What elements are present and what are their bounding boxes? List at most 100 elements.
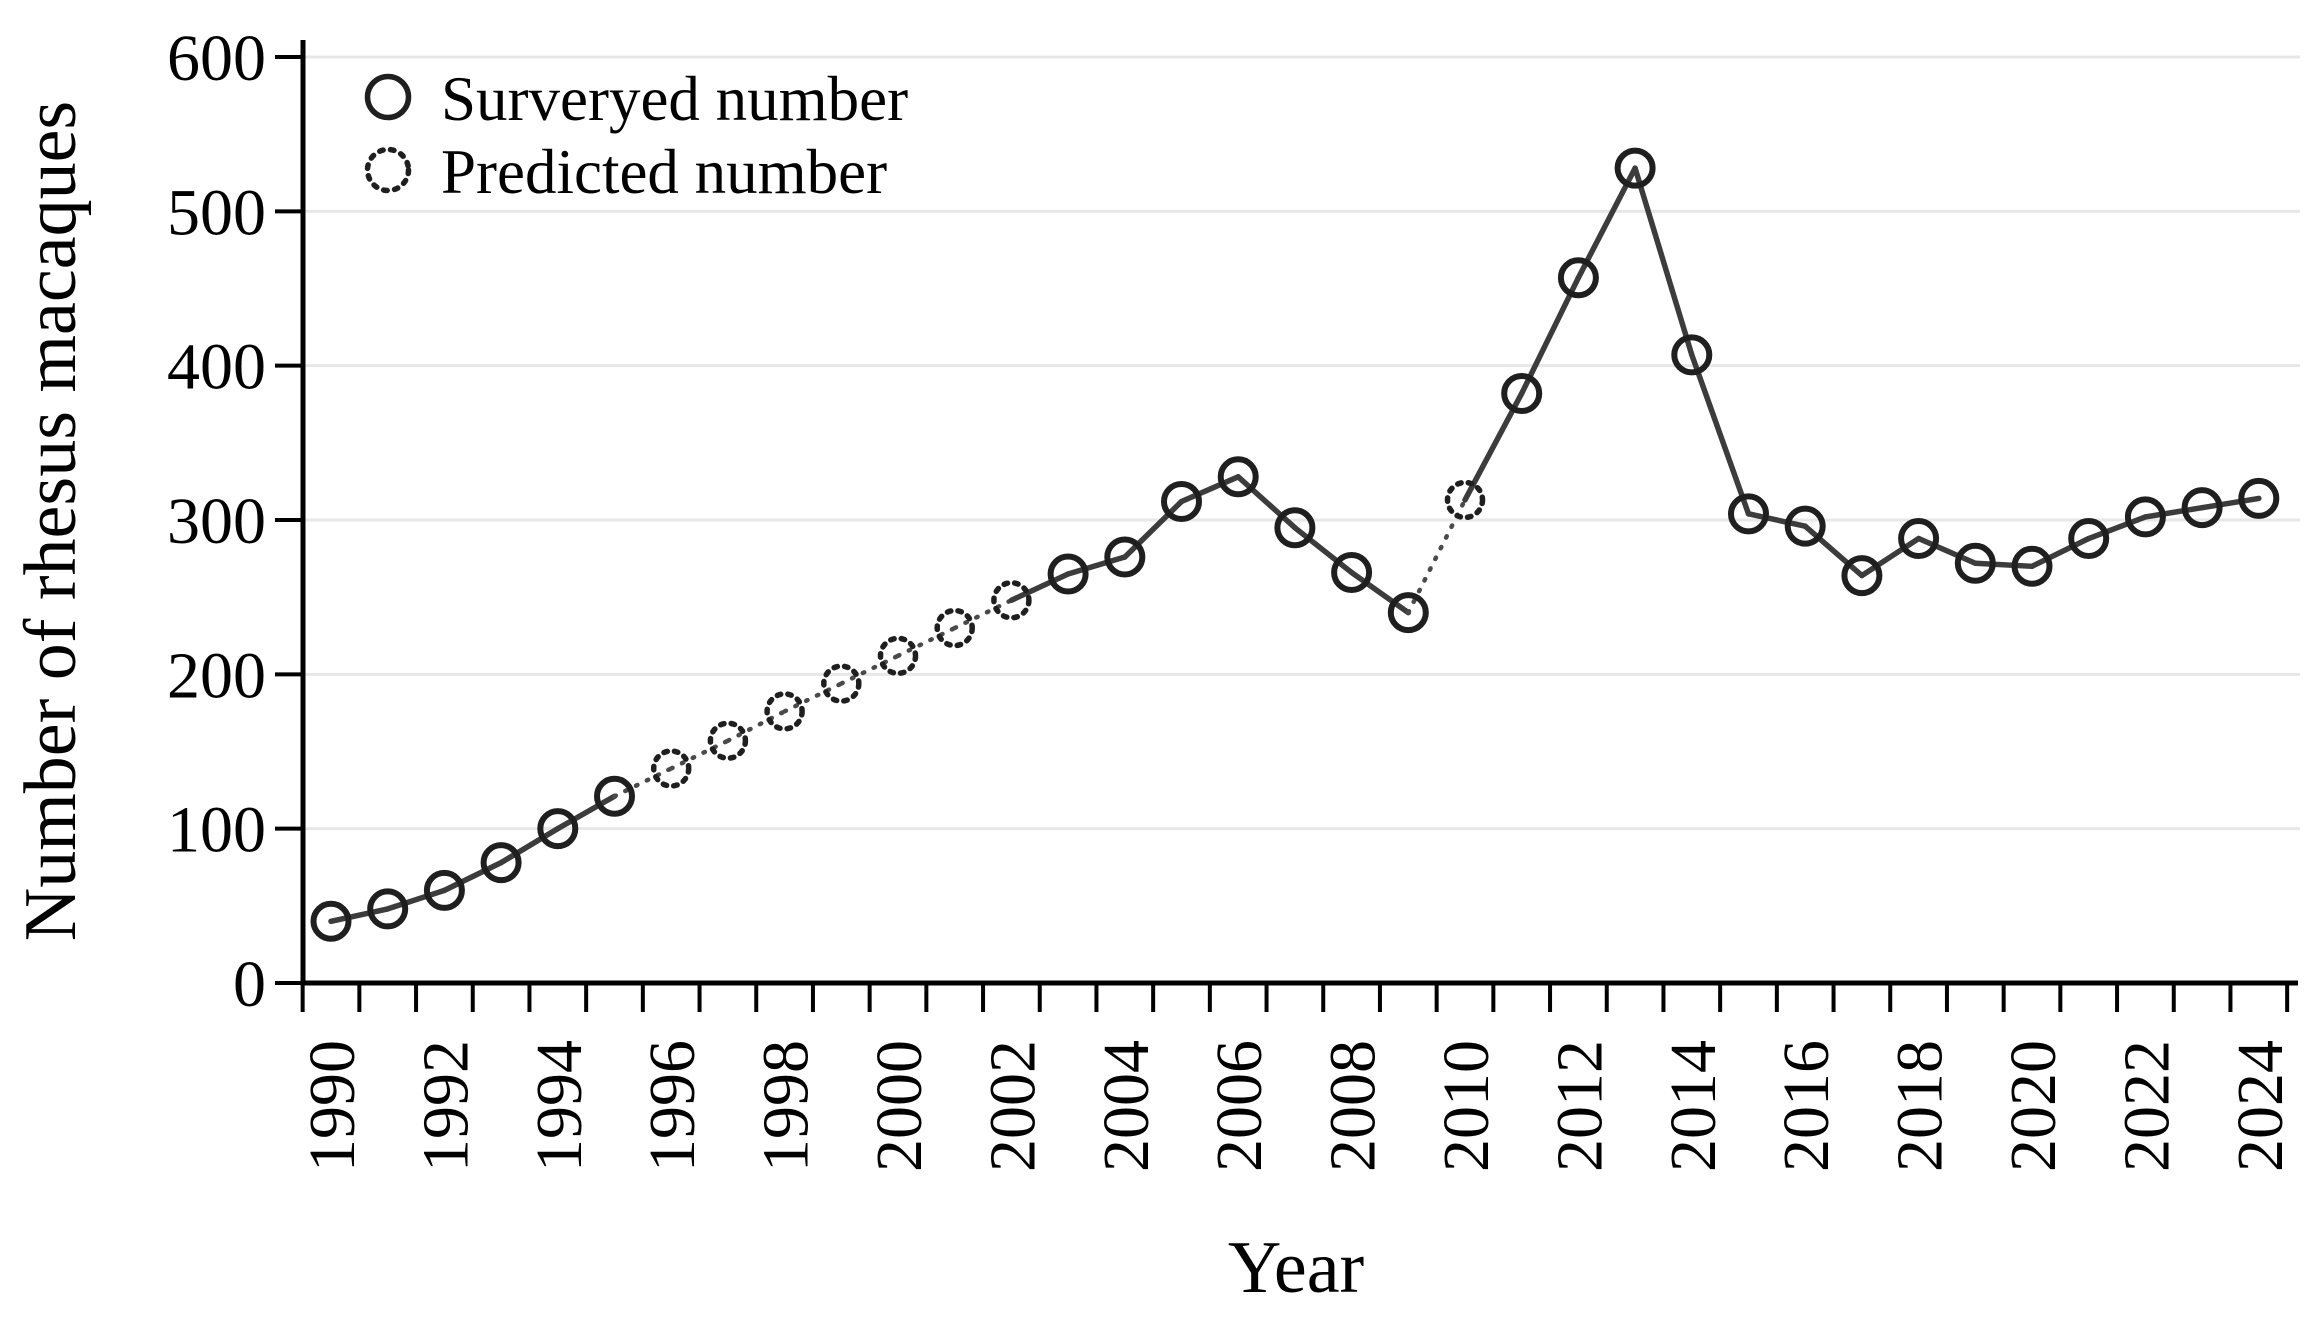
- y-tick-label: 500: [167, 176, 266, 249]
- series-segment: [1575, 165, 1638, 281]
- y-tick-label: 300: [167, 485, 266, 558]
- data-point: [2181, 487, 2223, 529]
- series-segment: [441, 859, 504, 894]
- x-tick-label: 1994: [523, 1040, 596, 1172]
- legend-label: Predicted number: [441, 137, 887, 207]
- x-tick-label: 2006: [1203, 1040, 1276, 1172]
- x-tick-label: 2002: [976, 1040, 1049, 1172]
- data-point: [1047, 553, 1089, 595]
- data-point: [1331, 551, 1373, 593]
- data-point: [1728, 493, 1769, 535]
- series-segment: [1632, 165, 1695, 358]
- data-point: [1614, 147, 1656, 189]
- legend-label: Surveryed number: [441, 64, 908, 134]
- data-point: [1501, 372, 1543, 414]
- data-point: [1784, 505, 1826, 547]
- y-tick-label: 600: [167, 22, 266, 95]
- data-point-predicted: [1444, 479, 1486, 521]
- x-tick-label: 2010: [1430, 1040, 1503, 1172]
- x-tick-label: 2014: [1657, 1040, 1730, 1172]
- series-segment: [2085, 514, 2149, 542]
- series-segment: [1292, 524, 1355, 576]
- data-point: [310, 900, 352, 942]
- data-point: [1841, 555, 1883, 597]
- data-point-predicted: [877, 635, 919, 677]
- data-point: [2238, 477, 2280, 519]
- y-axis-title: Number of rhesus macaques: [10, 101, 92, 941]
- series-segment: [384, 887, 448, 912]
- data-point: [367, 888, 409, 930]
- series-segment-predicted: [895, 625, 957, 659]
- y-tick-label: 200: [167, 639, 266, 712]
- series-segment: [1972, 560, 2035, 570]
- series-segment: [2029, 535, 2092, 570]
- data-point: [1387, 592, 1429, 634]
- data-point: [2068, 518, 2110, 560]
- x-tick-label: 2004: [1090, 1040, 1163, 1172]
- data-point-predicted: [764, 691, 805, 732]
- x-tick-label: 2008: [1317, 1040, 1390, 1172]
- series-segment-predicted: [839, 653, 901, 686]
- series-segment: [1915, 535, 1979, 566]
- x-tick-label: 2000: [863, 1040, 936, 1172]
- series-segment-predicted: [668, 738, 731, 771]
- data-point: [423, 869, 465, 911]
- x-tick-label: 1990: [296, 1040, 369, 1172]
- data-point: [594, 775, 635, 817]
- x-tick-label: 2018: [1884, 1040, 1957, 1172]
- series-segment-predicted: [1406, 497, 1468, 615]
- series-segment: [1689, 352, 1752, 517]
- series-segment: [2199, 495, 2262, 511]
- series-segment-predicted: [612, 766, 674, 799]
- data-point: [2124, 496, 2166, 538]
- data-point: [1557, 257, 1599, 299]
- data-point-predicted: [821, 663, 862, 704]
- y-tick-label: 100: [167, 794, 266, 867]
- series-segment: [498, 825, 561, 866]
- y-tick-label: 0: [233, 948, 266, 1021]
- series-segment: [1065, 554, 1128, 577]
- data-point: [2011, 545, 2053, 587]
- data-point: [1217, 456, 1259, 498]
- x-tick-label: 2020: [1997, 1040, 2070, 1172]
- series-segment: [1178, 474, 1241, 505]
- series-segment: [1348, 569, 1412, 616]
- series-segment: [328, 906, 391, 925]
- series-segment: [1802, 523, 1865, 579]
- series-segment-predicted: [725, 709, 787, 743]
- series-segment-predicted: [782, 681, 844, 714]
- x-tick-label: 2016: [1770, 1040, 1843, 1172]
- x-tick-label: 1996: [636, 1040, 709, 1172]
- x-axis-title: Year: [1228, 1227, 1364, 1309]
- x-tick-label: 2022: [2110, 1040, 2183, 1172]
- series-segment: [1518, 274, 1582, 397]
- data-point-predicted: [934, 607, 975, 649]
- series-segment-predicted: [952, 598, 1014, 631]
- series-segment: [1745, 511, 1808, 529]
- data-point: [1274, 507, 1316, 549]
- x-tick-label: 1998: [750, 1040, 823, 1172]
- legend-marker-surveyed-icon: [364, 73, 412, 121]
- x-tick-label: 1992: [409, 1040, 482, 1172]
- x-tick-label: 2024: [2224, 1040, 2297, 1172]
- data-point: [480, 842, 522, 884]
- data-point-predicted: [991, 580, 1032, 621]
- data-point-predicted: [650, 748, 692, 789]
- data-point: [1161, 480, 1202, 522]
- data-point: [1104, 536, 1146, 578]
- y-tick-label: 400: [167, 331, 266, 404]
- legend-marker-predicted-icon: [364, 146, 412, 194]
- series-segment: [1859, 535, 1922, 579]
- series-segment: [2142, 504, 2205, 520]
- data-point: [537, 808, 579, 850]
- series-segment: [555, 793, 618, 832]
- data-point: [1671, 334, 1713, 376]
- series-segment: [1235, 474, 1298, 531]
- data-point: [1954, 542, 1996, 584]
- series-segment: [1122, 498, 1185, 560]
- series-segment: [1008, 571, 1071, 604]
- data-point-predicted: [707, 720, 749, 761]
- x-tick-label: 2012: [1543, 1040, 1616, 1172]
